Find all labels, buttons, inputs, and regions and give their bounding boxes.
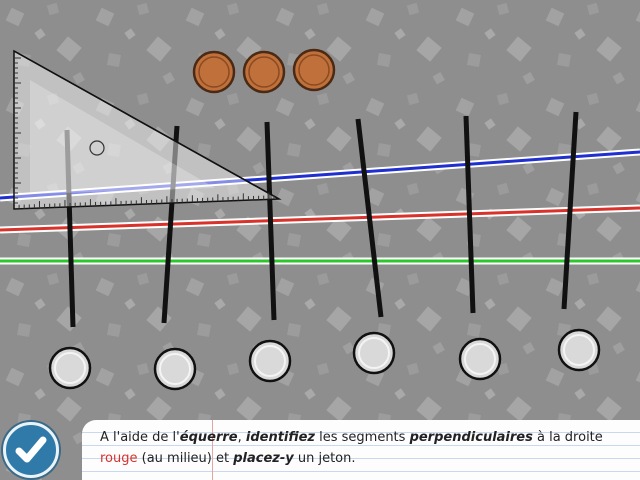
instruction-part: (au milieu) et: [137, 451, 234, 466]
instruction-text: A l'aide de l'équerre, identifiez les se…: [82, 420, 640, 480]
line-blue: [0, 148, 640, 202]
segment-6: [561, 111, 579, 310]
validate-button[interactable]: [3, 422, 59, 478]
drop-slot[interactable]: [557, 328, 601, 372]
segment-4: [355, 118, 384, 318]
set-square-pivot-icon: [89, 140, 105, 156]
drop-slot[interactable]: [48, 346, 92, 390]
drop-slot[interactable]: [458, 337, 502, 381]
token[interactable]: [242, 50, 286, 94]
instruction-keyword: identifiez: [245, 430, 315, 445]
instruction-color-word: rouge: [100, 451, 138, 466]
drop-slot[interactable]: [352, 331, 396, 375]
token[interactable]: [292, 48, 336, 92]
instruction-keyword: perpendiculaires: [409, 430, 533, 445]
instruction-part: à la droite: [532, 430, 603, 445]
drop-slot[interactable]: [153, 347, 197, 391]
segment-5: [463, 115, 476, 314]
checkmark-icon: [15, 436, 47, 463]
line-red: [0, 204, 640, 234]
instruction-keyword: placez-y: [233, 451, 294, 466]
instruction-part: ,: [237, 430, 246, 445]
segment-1: [64, 129, 76, 328]
drop-slot[interactable]: [248, 339, 292, 383]
instruction-keyword: équerre: [179, 430, 238, 445]
segment-3: [264, 121, 277, 321]
set-square[interactable]: [13, 49, 282, 210]
instruction-part: un jeton.: [293, 451, 356, 466]
instruction-part: A l'aide de l': [100, 430, 180, 445]
instruction-part: les segments: [314, 430, 410, 445]
segment-2: [161, 125, 180, 324]
token[interactable]: [192, 50, 236, 94]
